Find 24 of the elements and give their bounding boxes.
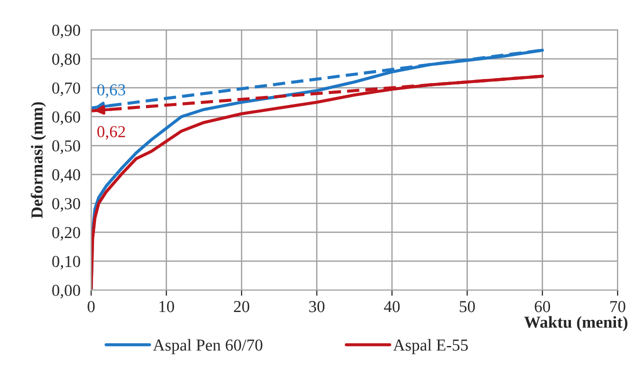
y-tick-label: 0,70 [52,82,80,96]
legend-label: Aspal E-55 [393,338,468,354]
y-tick-label: 0,10 [52,256,80,270]
y-axis-title: Deformasi (mm) [30,102,46,218]
y-tick-label: 0,60 [52,111,80,126]
annotation: 0,62 [97,126,125,140]
y-tick-label: 0,00 [52,284,80,298]
y-tick-label: 0,30 [52,198,80,212]
legend-label: Aspal Pen 60/70 [152,338,262,354]
x-tick-label: 10 [160,300,174,312]
x-axis-title: Waktu (menit) [524,316,628,332]
x-tick-label: 60 [534,300,550,312]
x-tick-label: 30 [309,300,324,312]
y-tick-label: 0,90 [52,24,80,38]
y-tick-label: 0,40 [52,169,80,183]
y-tick-label: 0,80 [52,54,80,68]
x-tick-label: 70 [610,300,626,312]
y-tick-label: 0,50 [52,140,80,154]
x-tick-label: 20 [234,300,250,312]
y-tick-label: 0,20 [52,226,80,241]
annotation: 0,63 [97,84,126,98]
x-tick-label: 0 [88,300,95,312]
x-tick-label: 50 [460,300,475,312]
x-tick-label: 40 [384,300,400,312]
